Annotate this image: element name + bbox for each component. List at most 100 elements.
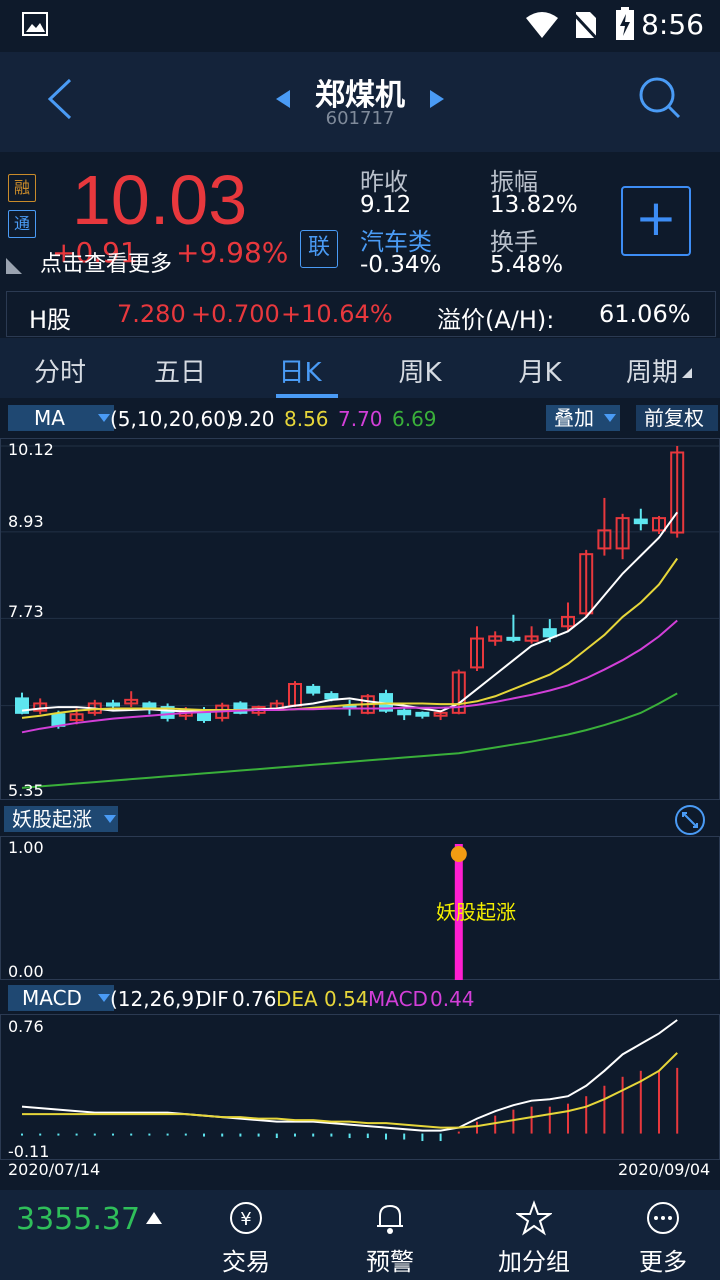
- prev-close-label: 昨收: [360, 168, 408, 196]
- amplitude-label: 振幅: [490, 168, 538, 196]
- h-share-price: 7.280: [117, 300, 186, 328]
- candle-body: [615, 517, 630, 550]
- tab-five-day[interactable]: 五日: [153, 358, 206, 388]
- ma5-line: [21, 511, 679, 713]
- connect-tag: 通: [8, 210, 36, 238]
- premium-value: 61.06%: [599, 300, 691, 328]
- candle-body: [670, 451, 685, 534]
- ma10-value: 8.56: [284, 407, 329, 431]
- ma20-value: 7.70: [338, 407, 383, 431]
- candle-body: [106, 702, 120, 707]
- back-icon[interactable]: [46, 78, 74, 120]
- nav-trade[interactable]: ¥ 交易: [174, 1190, 318, 1277]
- yao-signal-label: 妖股起涨: [436, 900, 516, 924]
- chevron-down-icon: [604, 414, 616, 422]
- margin-tag: 融: [8, 174, 36, 202]
- tab-weekly-k[interactable]: 周K: [398, 358, 442, 388]
- ma-select-label: MA: [34, 406, 65, 430]
- nav-add-group[interactable]: 加分组: [462, 1190, 606, 1277]
- add-watchlist-button[interactable]: +: [621, 186, 691, 256]
- header: 郑煤机 601717: [0, 52, 720, 152]
- yao-y-min: 0.00: [8, 962, 44, 981]
- tab-daily-k[interactable]: 日K: [278, 358, 322, 388]
- signal-bar: [454, 844, 463, 980]
- candle-body: [69, 713, 84, 722]
- candle-body: [488, 635, 503, 642]
- search-icon[interactable]: [638, 76, 682, 120]
- dea-line: [22, 1052, 678, 1129]
- candle-body: [542, 628, 557, 638]
- tab-intraday[interactable]: 分时: [33, 358, 86, 388]
- prev-stock-icon[interactable]: [276, 90, 290, 108]
- yao-indicator-select[interactable]: 妖股起涨: [4, 806, 118, 832]
- link-tag[interactable]: 联: [300, 230, 338, 268]
- index-value[interactable]: 3355.37: [16, 1202, 141, 1237]
- candle-body: [415, 711, 430, 717]
- adjust-button[interactable]: 前复权: [636, 405, 718, 431]
- macd-indicator-select[interactable]: MACD: [8, 985, 114, 1011]
- period-dropdown-icon: [682, 368, 692, 378]
- sector-link[interactable]: 汽车类: [360, 228, 432, 256]
- macd-chart[interactable]: [0, 1014, 720, 1160]
- candle-body: [233, 702, 248, 714]
- candle-body: [160, 706, 175, 719]
- candle-body: [451, 671, 466, 714]
- signal-marker: [450, 846, 467, 862]
- up-arrow-icon: [146, 1212, 162, 1224]
- ma-params: (5,10,20,60): [110, 407, 234, 431]
- period-tabs: 分时 五日 日K 周K 月K 周期: [0, 338, 720, 398]
- dif-line: [21, 1019, 678, 1132]
- nav-alert-label: 预警: [366, 1248, 414, 1276]
- wifi-icon: [526, 12, 558, 38]
- image-icon: [22, 12, 48, 36]
- nav-more-label: 更多: [639, 1248, 687, 1276]
- overlay-select[interactable]: 叠加: [546, 405, 620, 431]
- candle-body: [579, 553, 594, 615]
- chart-frame: [0, 438, 720, 800]
- star-icon: [462, 1200, 606, 1238]
- next-stock-icon[interactable]: [430, 90, 444, 108]
- ma20-line: [21, 619, 678, 734]
- turnover-value: 5.48%: [490, 252, 564, 278]
- h-share-label: H股: [29, 306, 72, 334]
- y-tick-2: 8.93: [8, 512, 44, 531]
- dif-value: 0.76: [232, 987, 277, 1011]
- h-share-bar[interactable]: H股 7.280 +0.700 +10.64% 溢价(A/H): 61.06%: [6, 291, 716, 337]
- tab-period[interactable]: 周期: [625, 358, 678, 388]
- candle-body: [652, 517, 666, 532]
- tab-monthly-k[interactable]: 月K: [518, 358, 562, 388]
- stock-name: 郑煤机: [315, 78, 405, 113]
- sector-change: -0.34%: [360, 252, 442, 278]
- svg-text:¥: ¥: [240, 1209, 251, 1230]
- macd-select-label: MACD: [22, 986, 82, 1010]
- yao-y-max: 1.00: [8, 838, 44, 857]
- stock-code: 601717: [325, 108, 395, 129]
- dif-label: DIF: [196, 987, 229, 1011]
- candle-body: [506, 636, 521, 641]
- prev-close-value: 9.12: [360, 192, 412, 218]
- fullscreen-icon[interactable]: [674, 804, 706, 836]
- chart-frame: [0, 1014, 720, 1160]
- active-tab-indicator: [276, 394, 338, 398]
- yao-chart[interactable]: [0, 836, 720, 980]
- ma5-value: 9.20: [230, 407, 275, 431]
- bottom-nav: 3355.37 ¥ 交易 预警 加分组 更多: [0, 1190, 720, 1280]
- dea-label: DEA: [276, 987, 318, 1011]
- nav-alert[interactable]: 预警: [318, 1190, 462, 1277]
- premium-label: 溢价(A/H):: [437, 306, 555, 334]
- view-more-link[interactable]: 点击查看更多: [40, 252, 173, 277]
- nav-more[interactable]: 更多: [606, 1190, 720, 1277]
- amplitude-value: 13.82%: [490, 192, 578, 218]
- kline-chart[interactable]: [0, 438, 720, 800]
- yao-select-label: 妖股起涨: [12, 807, 92, 831]
- expand-corner-icon: [6, 258, 22, 274]
- candle-body: [397, 709, 412, 716]
- ma10-line: [21, 557, 679, 719]
- quote-panel: 融 通 10.03 +0.91 +9.98% 点击查看更多 联 昨收 9.12 …: [0, 152, 720, 288]
- clock: 8:56: [641, 8, 704, 41]
- macd-params: (12,26,9): [110, 987, 202, 1011]
- nav-add-group-label: 加分组: [498, 1248, 570, 1276]
- y-tick-min: 5.35: [8, 781, 44, 800]
- ma-indicator-select[interactable]: MA: [8, 405, 114, 431]
- trade-icon: ¥: [174, 1200, 318, 1238]
